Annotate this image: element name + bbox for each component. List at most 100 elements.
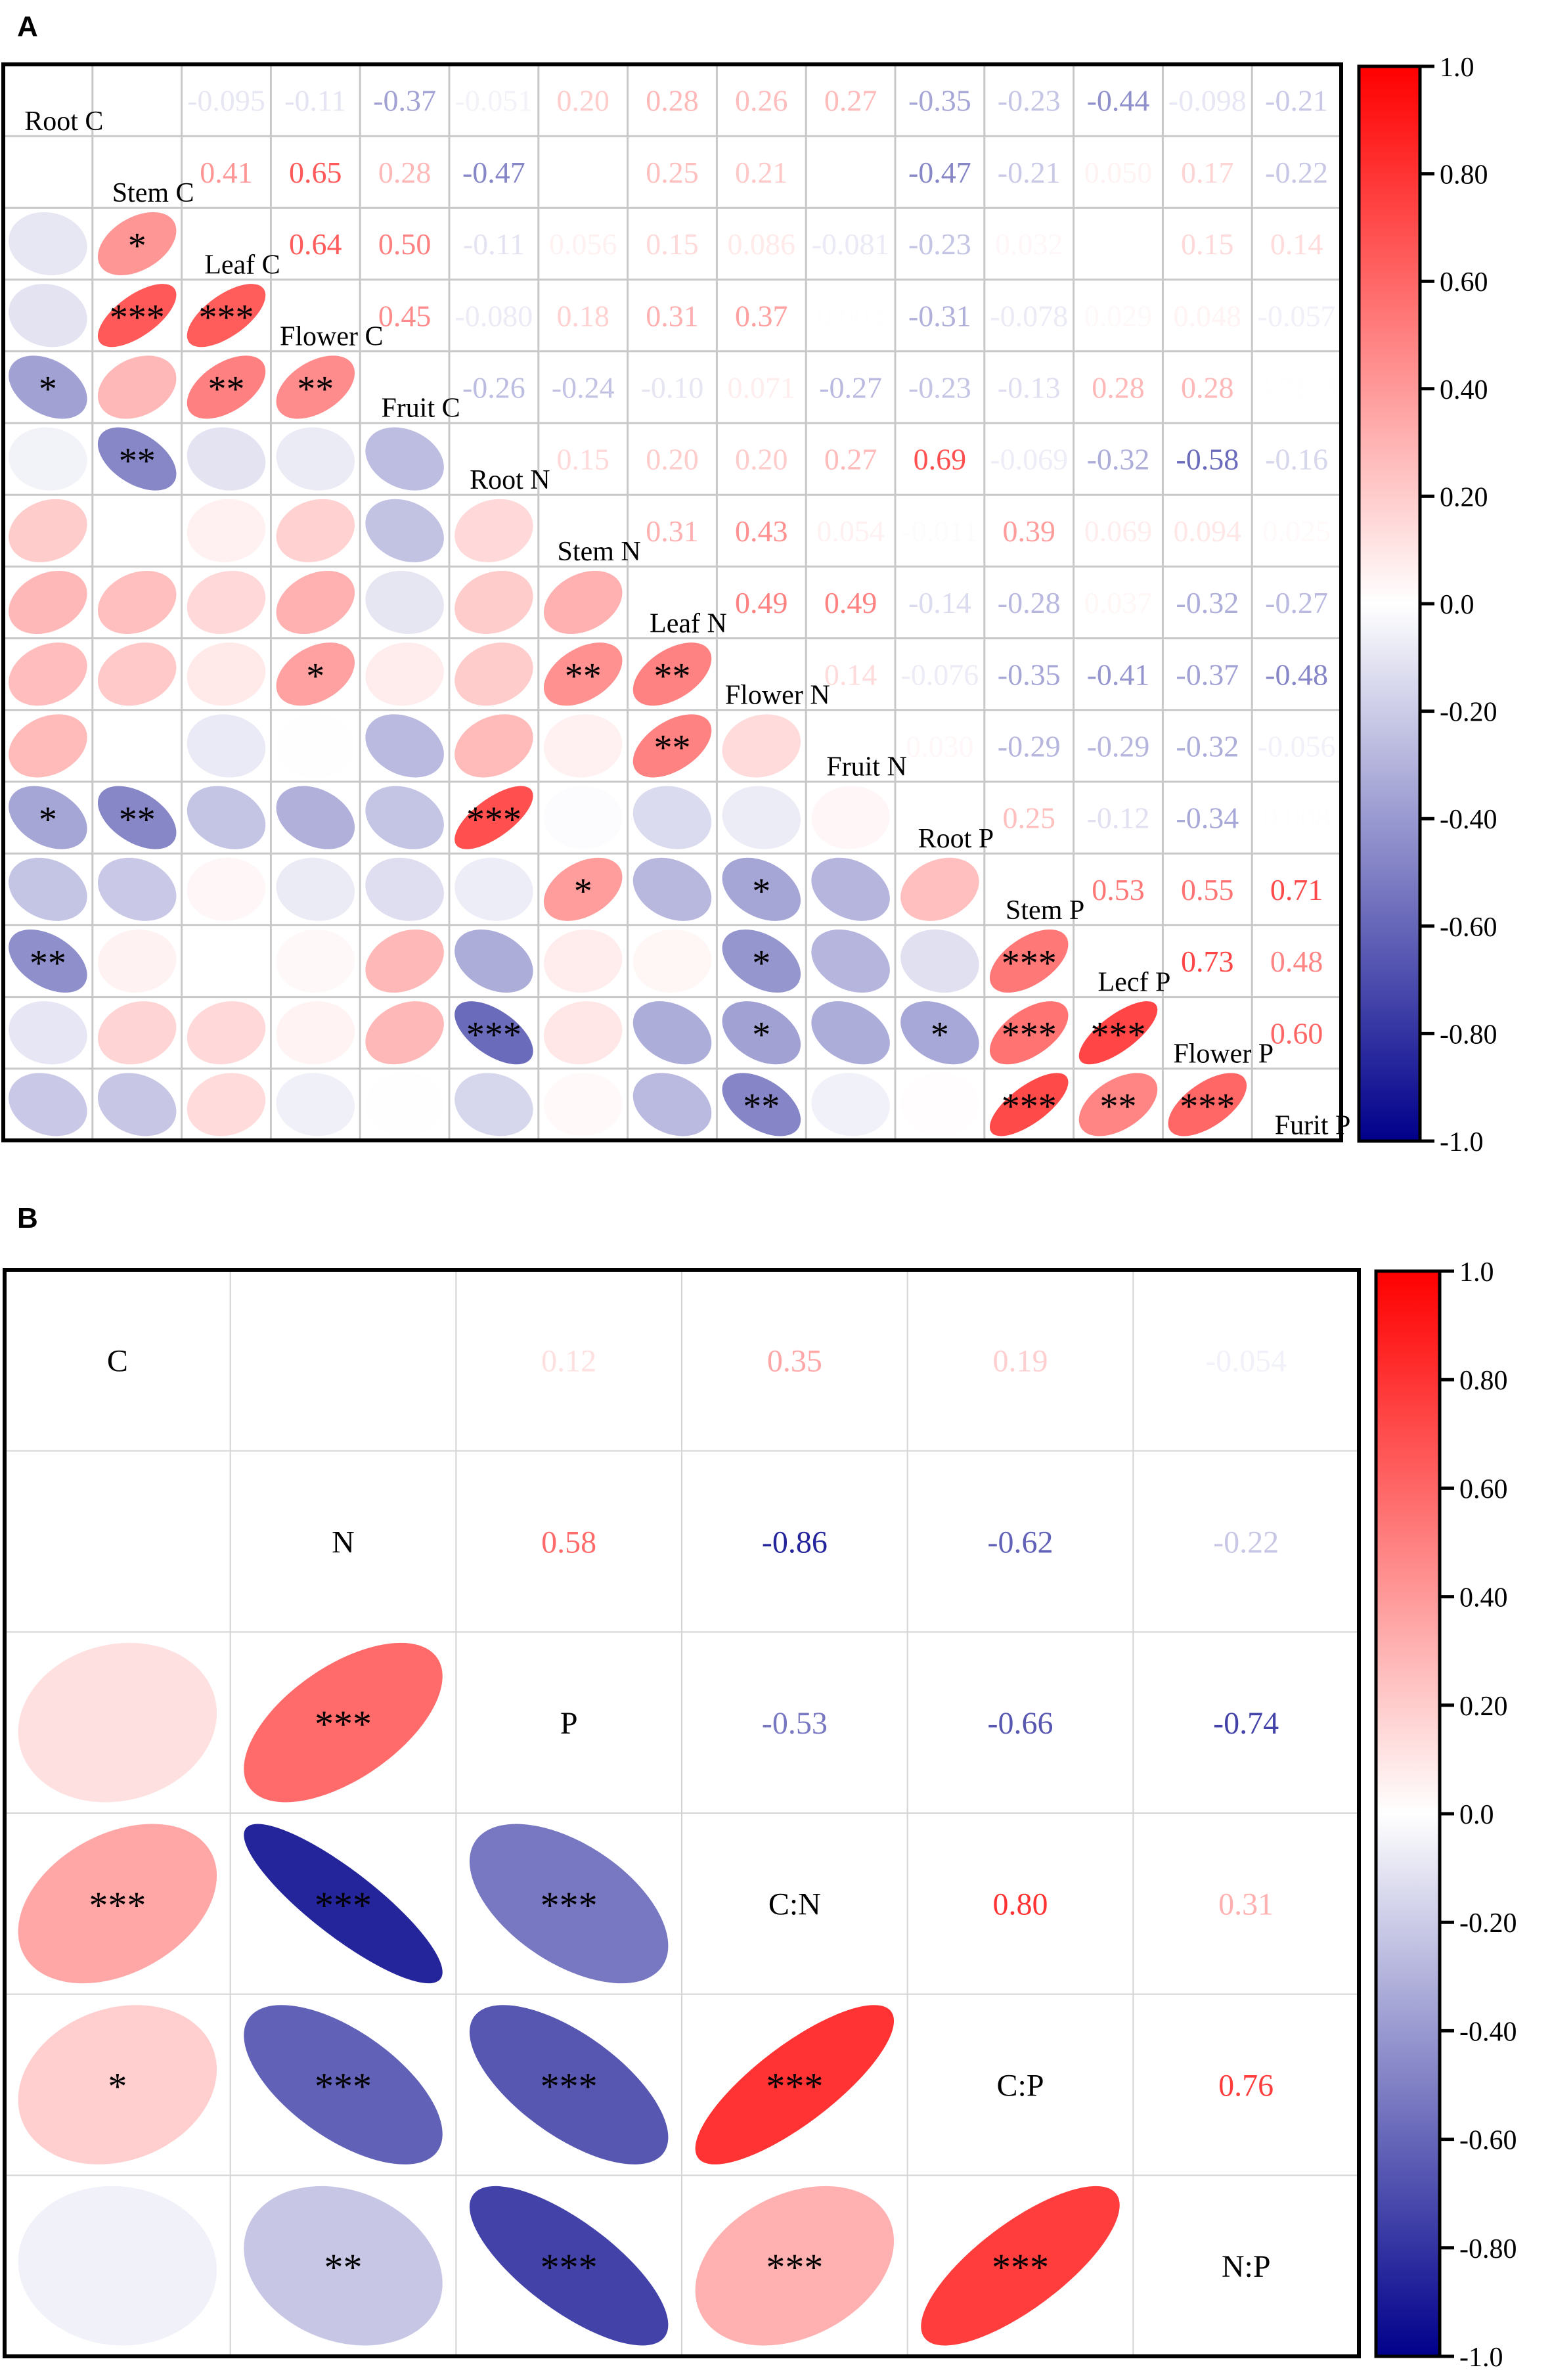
correlation-value: 0.55 (1181, 873, 1234, 907)
correlation-ellipse (365, 929, 444, 993)
ellipse-cell (187, 427, 266, 491)
variable-label: Leaf N (650, 608, 727, 639)
correlation-ellipse (1168, 1073, 1247, 1136)
correlation-value: 0.056 (549, 227, 617, 261)
correlation-value: -0.081 (812, 227, 890, 261)
correlation-ellipse (455, 570, 533, 635)
correlation-ellipse (97, 427, 177, 491)
correlation-ellipse (632, 929, 712, 993)
ellipse-cell (276, 355, 355, 419)
ellipse-cell (276, 714, 355, 778)
significance-stars: * (39, 799, 57, 840)
ellipse-cell (722, 857, 801, 921)
plot-frame (3, 1268, 1361, 2358)
ellipse-cell (9, 1001, 87, 1065)
correlation-value: -0.23 (908, 227, 971, 261)
ellipse-cell (543, 570, 623, 635)
correlation-value: -0.21 (1265, 84, 1328, 118)
ellipse-cell (632, 714, 712, 778)
correlation-ellipse (900, 929, 979, 993)
correlation-value: 0.60 (1270, 1016, 1323, 1050)
correlation-ellipse (900, 1073, 979, 1136)
ellipse-cell (1078, 1073, 1158, 1136)
correlation-ellipse (187, 284, 266, 348)
correlation-ellipse (811, 929, 890, 993)
ellipse-cell (18, 1642, 217, 1803)
colorbar-tick-label: 0.60 (1440, 267, 1488, 298)
ellipse-cell (97, 642, 177, 706)
correlation-value: -0.095 (187, 84, 265, 118)
ellipse-cell (97, 284, 177, 348)
correlation-ellipse (455, 642, 533, 706)
correlation-ellipse (187, 499, 266, 562)
correlation-ellipse (365, 1073, 444, 1136)
significance-stars: *** (199, 297, 254, 338)
correlation-value: 0.45 (378, 299, 432, 332)
correlation-ellipse (1078, 1073, 1158, 1136)
correlation-value: 0.19 (993, 1344, 1048, 1379)
correlation-value: 0.18 (556, 299, 610, 332)
colorbar-tick-label: -0.60 (1440, 912, 1497, 943)
ellipse-cell (9, 427, 87, 491)
correlation-value: -0.011 (901, 514, 978, 548)
correlation-ellipse (695, 2005, 895, 2165)
correlation-ellipse (187, 570, 266, 635)
correlation-value: 0.48 (1270, 945, 1323, 978)
ellipse-cell (543, 1001, 623, 1065)
significance-stars: *** (1091, 1014, 1146, 1055)
correlation-ellipse (9, 570, 87, 635)
ellipse-cell (455, 570, 533, 635)
significance-stars: *** (315, 1884, 372, 1927)
correlation-ellipse (9, 714, 87, 778)
variable-label: Flower C (280, 321, 384, 351)
ellipse-cell (187, 857, 266, 921)
correlation-value: 0.27 (824, 84, 877, 118)
colorbar-B: 1.0 0.80 0.60 0.40 0.20 0.0 -0.20 -0.40 -0.60 -0.… (1374, 1257, 1517, 2373)
ellipse-cell (632, 857, 712, 921)
ellipse-cell (9, 1073, 87, 1136)
colorbar-tick-label: -0.60 (1459, 2126, 1517, 2156)
ellipse-cell (900, 857, 979, 921)
ellipse-cell (187, 1001, 266, 1065)
significance-stars: ** (324, 2246, 363, 2289)
ellipse-cell (455, 929, 533, 993)
correlation-ellipse (244, 1824, 443, 1984)
colorbar-tick-label: -0.80 (1440, 1020, 1497, 1050)
correlation-ellipse (469, 1824, 669, 1984)
correlation-value: -0.14 (908, 586, 971, 619)
correlation-ellipse (276, 857, 355, 921)
correlation-value: 0.35 (767, 1344, 822, 1379)
correlation-ellipse (97, 570, 177, 635)
correlation-ellipse (632, 786, 712, 849)
correlation-value: -0.37 (1176, 658, 1239, 691)
ellipse-cell (455, 786, 533, 849)
correlation-ellipse (97, 499, 177, 562)
ellipse-cell (187, 1073, 266, 1136)
correlation-value: -0.37 (373, 84, 436, 118)
ellipse-cell (543, 642, 623, 706)
correlation-ellipse (921, 2186, 1120, 2346)
correlation-ellipse (811, 1073, 890, 1136)
correlation-value: -0.16 (1265, 443, 1328, 476)
correlation-value: 0.20 (556, 84, 610, 118)
correlation-ellipse (722, 1001, 801, 1065)
correlation-ellipse (1078, 1001, 1158, 1065)
ellipse-cell (187, 714, 266, 778)
colorbar (1374, 1269, 1442, 2358)
correlation-value: 0.050 (1084, 156, 1153, 189)
correlation-ellipse (97, 857, 177, 921)
correlation-ellipse (9, 355, 87, 419)
correlation-ellipse (543, 642, 623, 706)
correlation-value: 0.28 (1181, 371, 1234, 405)
correlation-ellipse (276, 714, 355, 778)
significance-stars: ** (565, 656, 602, 696)
correlation-value: 0.41 (200, 156, 253, 189)
correlation-ellipse (455, 1073, 533, 1136)
ellipse-cell (469, 1824, 669, 1984)
correlation-value: 0.28 (378, 156, 432, 189)
correlation-value: 0.71 (1270, 873, 1323, 907)
variable-label: Fruit C (381, 393, 460, 424)
ellipse-cell (187, 786, 266, 849)
